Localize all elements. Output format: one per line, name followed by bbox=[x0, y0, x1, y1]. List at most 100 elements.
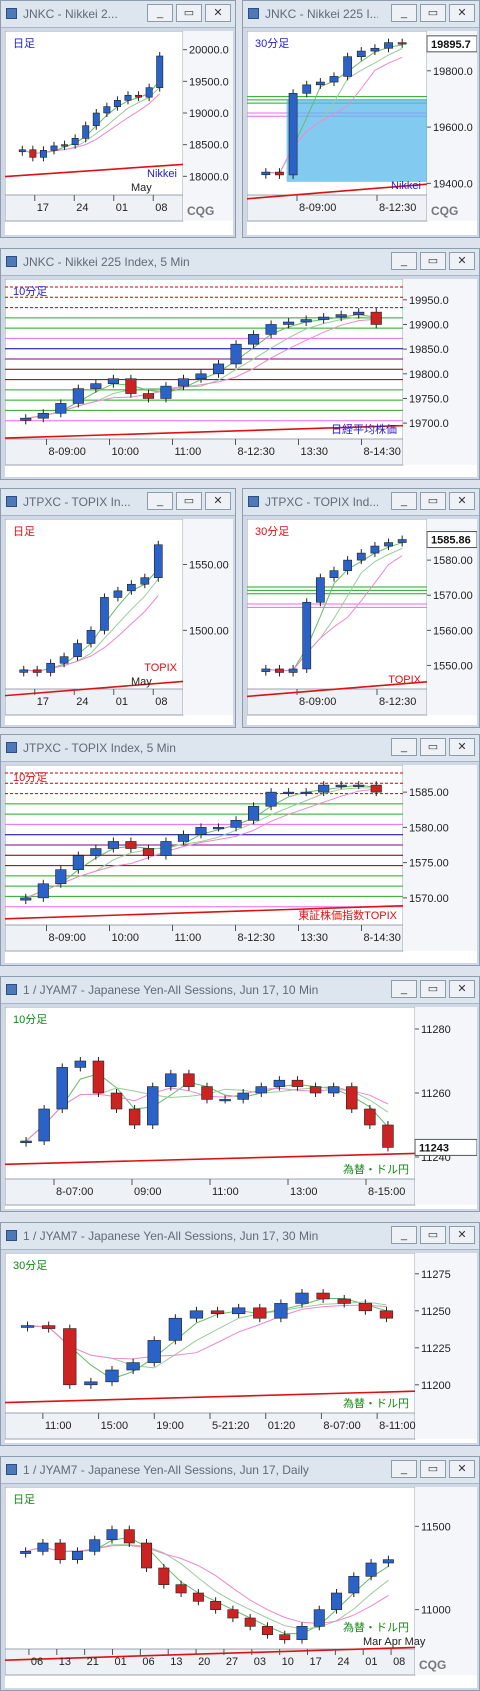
candle[interactable] bbox=[113, 100, 121, 107]
restore-icon[interactable]: ▭ bbox=[176, 4, 202, 22]
chart-window-w1[interactable]: JNKC - Nikkei 2... _ ▭ ✕ 20000.0 19500.0 19000… bbox=[0, 0, 236, 238]
candle[interactable] bbox=[55, 403, 67, 414]
chart-svg[interactable]: 20000.0 19500.0 19000.0 18500.0 18000.0 17 24 0… bbox=[5, 31, 233, 235]
candle[interactable] bbox=[288, 668, 298, 673]
chart-svg[interactable]: 11275 11250 11225 11200 11:00 15:00 19:00 5-21:… bbox=[5, 1253, 477, 1443]
candle[interactable] bbox=[195, 827, 207, 835]
close-icon[interactable]: ✕ bbox=[205, 4, 231, 22]
title-bar[interactable]: JNKC - Nikkei 225 Index, 5 Min _ ▭ ✕ bbox=[1, 249, 479, 276]
candle[interactable] bbox=[248, 334, 260, 345]
close-icon[interactable]: ✕ bbox=[449, 738, 475, 756]
title-bar[interactable]: 1 / JYAM7 - Japanese Yen-All Sessions, J… bbox=[1, 977, 479, 1004]
candle[interactable] bbox=[291, 1079, 304, 1087]
candle[interactable] bbox=[337, 1298, 351, 1304]
candle[interactable] bbox=[37, 883, 49, 899]
candle[interactable] bbox=[230, 343, 242, 365]
restore-icon[interactable]: ▭ bbox=[420, 1226, 446, 1244]
candle[interactable] bbox=[261, 668, 271, 672]
chart-window-w7[interactable]: 1 / JYAM7 - Japanese Yen-All Sessions, J… bbox=[0, 976, 480, 1212]
restore-icon[interactable]: ▭ bbox=[420, 738, 446, 756]
candle[interactable] bbox=[32, 669, 42, 673]
candle[interactable] bbox=[210, 1310, 225, 1315]
candle[interactable] bbox=[20, 1551, 32, 1554]
chart-window-w6[interactable]: JTPXC - TOPIX Index, 5 Min _ ▭ ✕ 1585.00 1580… bbox=[0, 734, 480, 966]
candle[interactable] bbox=[365, 1562, 377, 1577]
candle[interactable] bbox=[39, 150, 47, 158]
candle[interactable] bbox=[18, 149, 26, 153]
candle[interactable] bbox=[160, 841, 172, 856]
candle[interactable] bbox=[261, 171, 271, 176]
candle[interactable] bbox=[73, 643, 82, 657]
candle[interactable] bbox=[318, 316, 330, 320]
candle[interactable] bbox=[296, 1626, 308, 1640]
candle[interactable] bbox=[177, 834, 190, 842]
candle[interactable] bbox=[274, 1303, 288, 1319]
candle[interactable] bbox=[46, 662, 55, 673]
candle[interactable] bbox=[370, 311, 382, 325]
candle[interactable] bbox=[358, 1303, 372, 1312]
candle[interactable] bbox=[124, 94, 132, 101]
candle[interactable] bbox=[54, 1542, 66, 1560]
candle[interactable] bbox=[92, 112, 100, 126]
candle[interactable] bbox=[265, 324, 277, 335]
candle[interactable] bbox=[279, 1634, 291, 1640]
candle[interactable] bbox=[353, 311, 365, 315]
chart-svg[interactable]: 1580.00 1570.00 1560.00 1550.00 1585.86 8-09:… bbox=[247, 519, 477, 725]
candle[interactable] bbox=[232, 1307, 246, 1315]
candle[interactable] bbox=[318, 784, 330, 793]
candle[interactable] bbox=[100, 597, 109, 631]
candle[interactable] bbox=[107, 841, 119, 849]
candle[interactable] bbox=[142, 393, 154, 399]
candle[interactable] bbox=[227, 1609, 239, 1619]
candle[interactable] bbox=[309, 1086, 322, 1094]
plot-area[interactable] bbox=[5, 1487, 416, 1650]
candle[interactable] bbox=[74, 1060, 87, 1068]
candle[interactable] bbox=[147, 1340, 161, 1363]
candle[interactable] bbox=[255, 1086, 268, 1094]
candle[interactable] bbox=[273, 1079, 286, 1087]
candle[interactable] bbox=[59, 656, 69, 664]
candle[interactable] bbox=[105, 1369, 119, 1383]
candle[interactable] bbox=[107, 378, 119, 384]
candle[interactable] bbox=[146, 1086, 159, 1126]
chart-window-w4[interactable]: JTPXC - TOPIX In... _ ▭ ✕ 1550.00 1500.00 17 24… bbox=[0, 488, 236, 728]
candle[interactable] bbox=[168, 1317, 182, 1341]
candle[interactable] bbox=[86, 630, 96, 644]
candle[interactable] bbox=[42, 1325, 56, 1329]
candle[interactable] bbox=[343, 559, 353, 571]
candle[interactable] bbox=[370, 545, 380, 554]
candle[interactable] bbox=[275, 668, 284, 673]
candle[interactable] bbox=[370, 47, 380, 52]
restore-icon[interactable]: ▭ bbox=[420, 4, 446, 22]
restore-icon[interactable]: ▭ bbox=[176, 492, 202, 510]
candle[interactable] bbox=[261, 1626, 273, 1635]
candle[interactable] bbox=[353, 784, 365, 787]
candle[interactable] bbox=[195, 373, 207, 380]
candle[interactable] bbox=[248, 805, 260, 821]
candle[interactable] bbox=[145, 87, 153, 98]
candle[interactable] bbox=[50, 145, 58, 151]
candle[interactable] bbox=[382, 1124, 394, 1148]
candle[interactable] bbox=[335, 784, 347, 787]
candle[interactable] bbox=[20, 1140, 32, 1144]
chart-window-w3[interactable]: JNKC - Nikkei 225 Index, 5 Min _ ▭ ✕ 19950.0… bbox=[0, 248, 480, 480]
close-icon[interactable]: ✕ bbox=[449, 252, 475, 270]
candle[interactable] bbox=[140, 577, 150, 585]
minimize-icon[interactable]: _ bbox=[391, 980, 417, 998]
candle[interactable] bbox=[19, 669, 29, 673]
candle[interactable] bbox=[329, 76, 339, 83]
candle[interactable] bbox=[156, 55, 164, 88]
candle[interactable] bbox=[335, 314, 347, 318]
candle[interactable] bbox=[63, 1328, 77, 1386]
candle[interactable] bbox=[253, 1307, 267, 1319]
candle[interactable] bbox=[295, 1292, 309, 1304]
title-bar[interactable]: JNKC - Nikkei 2... _ ▭ ✕ bbox=[1, 1, 235, 28]
candle[interactable] bbox=[89, 1539, 101, 1552]
close-icon[interactable]: ✕ bbox=[449, 1460, 475, 1478]
candle[interactable] bbox=[192, 1592, 204, 1602]
close-icon[interactable]: ✕ bbox=[449, 4, 475, 22]
minimize-icon[interactable]: _ bbox=[391, 252, 417, 270]
candle[interactable] bbox=[20, 417, 32, 421]
